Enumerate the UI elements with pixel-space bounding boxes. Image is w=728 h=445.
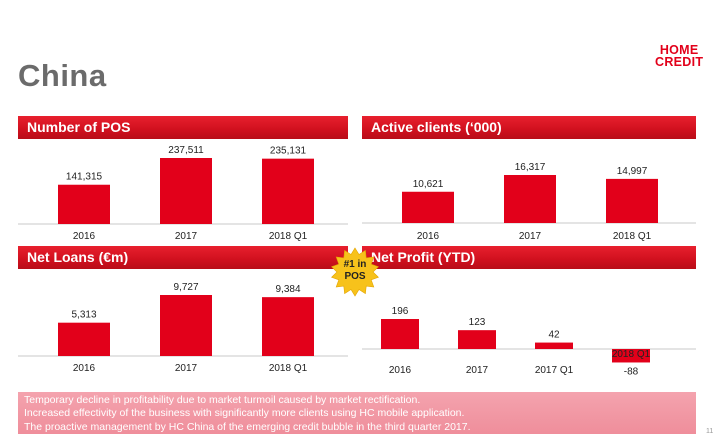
data-label: 14,997 — [617, 166, 648, 177]
bar — [535, 342, 573, 349]
badge-line-1: #1 in — [343, 259, 367, 270]
category-label: 2018 Q1 — [269, 363, 308, 374]
notes-box: Temporary decline in profitability due t… — [18, 392, 696, 434]
pos-chart-header: Number of POS — [18, 116, 348, 139]
data-label: 237,511 — [168, 145, 204, 156]
category-label: 2017 Q1 — [535, 365, 574, 376]
bar — [612, 349, 650, 363]
data-label: 235,131 — [270, 146, 307, 157]
category-label: 2018 Q1 — [269, 231, 308, 242]
bar — [58, 184, 110, 224]
category-label: 2016 — [417, 231, 440, 242]
data-label: 5,313 — [71, 310, 96, 321]
bar — [458, 330, 496, 349]
data-label: -88 — [624, 366, 639, 377]
bar — [606, 178, 658, 223]
note-line: Increased effectivity of the business wi… — [24, 407, 465, 420]
bar — [262, 158, 314, 224]
data-label: 42 — [548, 330, 560, 341]
net-loans-chart-header: Net Loans (€m) — [18, 246, 348, 269]
page-title: China — [18, 58, 107, 93]
net-loans-chart: 5,313 2016 9,727 2017 9,384 2018 Q1 — [18, 282, 348, 374]
category-label: 2016 — [73, 231, 96, 242]
pos-rank-badge: #1 in POS — [330, 259, 380, 283]
home-credit-logo: HOME CREDIT — [655, 43, 704, 69]
category-label: 2016 — [73, 363, 96, 374]
note-line: The proactive management by HC China of … — [24, 420, 471, 433]
bar — [381, 319, 419, 349]
category-label: 2017 — [175, 231, 198, 242]
category-label: 2018 Q1 — [612, 349, 651, 360]
data-label: 141,315 — [66, 172, 103, 183]
page-number: 11 — [706, 428, 714, 435]
logo-line-1: HOME — [659, 43, 699, 57]
bar — [402, 191, 454, 223]
category-label: 2018 Q1 — [613, 231, 652, 242]
data-label: 196 — [392, 306, 409, 317]
active-clients-chart: 10,621 2016 16,317 2017 14,997 2018 Q1 — [362, 162, 696, 242]
data-label: 9,384 — [275, 284, 300, 295]
logo-line-2: CREDIT — [655, 55, 704, 69]
data-label: 123 — [469, 317, 486, 328]
bar — [58, 322, 110, 356]
category-label: 2017 — [466, 365, 489, 376]
data-label: 9,727 — [173, 282, 198, 293]
data-label: 16,317 — [515, 162, 546, 173]
active-clients-chart-header: Active clients (‘000) — [362, 116, 696, 139]
category-label: 2017 — [519, 231, 542, 242]
starburst-badge-icon — [331, 247, 379, 297]
note-line: Temporary decline in profitability due t… — [24, 394, 421, 406]
bar — [160, 295, 212, 356]
bar — [504, 175, 556, 223]
badge-line-2: POS — [344, 271, 366, 282]
pos-chart: 141,315 2016 237,511 2017 235,131 2018 Q1 — [18, 145, 348, 242]
net-profit-chart: 196 2016 123 2017 42 2017 Q1 -88 2018 Q1 — [362, 306, 696, 377]
data-label: 10,621 — [413, 179, 444, 190]
net-profit-chart-header: Net Profit (YTD) — [362, 246, 696, 269]
category-label: 2017 — [175, 363, 198, 374]
bar — [262, 297, 314, 356]
bar — [160, 158, 212, 224]
category-label: 2016 — [389, 365, 412, 376]
